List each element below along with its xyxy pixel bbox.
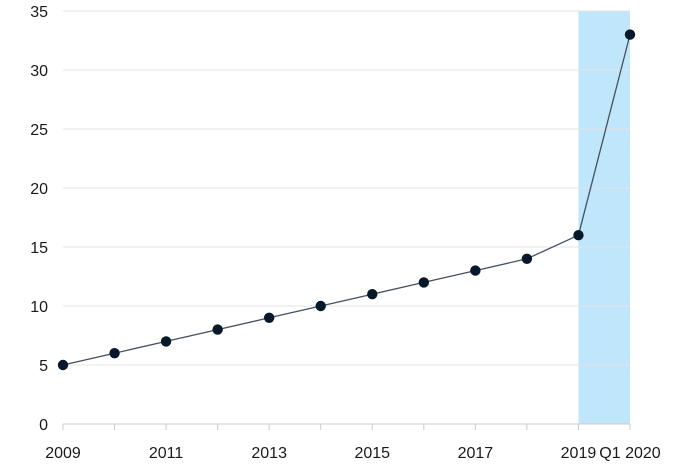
series-line-layer bbox=[62, 34, 631, 366]
y-axis: 0 5 10 15 20 25 30 35 bbox=[30, 4, 48, 434]
y-tick-label: 25 bbox=[30, 122, 48, 139]
highlight-region-layer bbox=[578, 11, 630, 424]
y-tick-label: 15 bbox=[30, 240, 48, 257]
x-tick-label: 2019 bbox=[561, 445, 597, 462]
data-point bbox=[109, 348, 120, 359]
data-point bbox=[573, 230, 584, 241]
highlight-region bbox=[578, 11, 630, 424]
series-line bbox=[62, 34, 631, 366]
x-tick-label: 2011 bbox=[149, 445, 184, 462]
data-point bbox=[624, 29, 636, 40]
y-tick-label: 35 bbox=[30, 4, 48, 21]
data-point bbox=[418, 277, 430, 288]
data-point bbox=[521, 253, 533, 264]
data-point bbox=[367, 289, 378, 300]
x-tick-label: 2015 bbox=[354, 445, 390, 462]
data-point bbox=[57, 359, 69, 371]
y-tick-label: 0 bbox=[39, 417, 48, 434]
data-point bbox=[160, 336, 172, 347]
data-point bbox=[212, 324, 223, 335]
x-tick-label: 2013 bbox=[251, 445, 287, 462]
x-tick-label: Q1 2020 bbox=[599, 445, 660, 462]
x-tick-label: 2017 bbox=[458, 445, 494, 462]
grid-layer bbox=[63, 10, 630, 425]
y-tick-label: 30 bbox=[30, 63, 48, 80]
y-tick-label: 10 bbox=[30, 299, 48, 316]
x-tick-label: 2009 bbox=[45, 445, 81, 462]
data-point bbox=[315, 300, 326, 312]
data-point bbox=[470, 265, 481, 276]
data-point bbox=[263, 312, 275, 323]
x-axis: 2009 2011 2013 2015 2017 2019 Q1 2020 bbox=[45, 424, 661, 462]
y-tick-label: 5 bbox=[39, 358, 48, 375]
y-tick-label: 20 bbox=[30, 181, 48, 198]
data-points-layer bbox=[57, 29, 636, 371]
